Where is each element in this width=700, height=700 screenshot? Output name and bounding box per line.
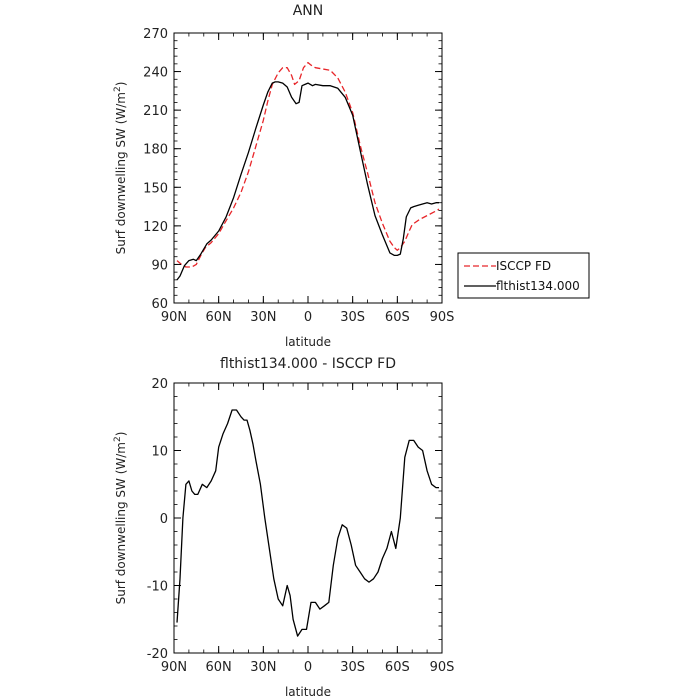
- chart0-series-isccp-fd: [176, 61, 440, 268]
- chart1-x-tick-label: 30S: [340, 660, 365, 675]
- chart0-y-tick-label: 270: [143, 27, 168, 42]
- legend-label-isccp: ISCCP FD: [496, 259, 551, 273]
- legend-box: [457, 252, 590, 299]
- bottom-plot-frame: [173, 382, 443, 654]
- legend-label-model: flthist134.000: [496, 279, 580, 293]
- chart0-x-tick-label: 90S: [430, 310, 455, 325]
- legend: ISCCP FD flthist134.000: [457, 252, 590, 299]
- chart0-y-tick-label: 150: [143, 181, 168, 196]
- chart1-x-tick-label: 90N: [161, 660, 187, 675]
- chart1-y-tick-label: 0: [160, 512, 168, 527]
- bottom-chart-title: flthist134.000 - ISCCP FD: [220, 356, 396, 372]
- chart1-x-tick-label: 90S: [430, 660, 455, 675]
- bottom-x-axis-label: latitude: [285, 685, 331, 699]
- chart0-x-tick-label: 30N: [250, 310, 276, 325]
- chart0-series-flthist134-000: [176, 81, 439, 281]
- chart1-y-tick-label: 20: [151, 377, 168, 392]
- top-chart-title: ANN: [293, 3, 324, 19]
- chart1-series-difference: [176, 409, 439, 637]
- chart0-x-tick-label: 60S: [385, 310, 410, 325]
- bottom-y-axis-label: Surf downwelling SW (W/m2): [113, 432, 128, 605]
- chart0-x-tick-label: 90N: [161, 310, 187, 325]
- top-y-axis-label: Surf downwelling SW (W/m2): [113, 82, 128, 255]
- top-plot-frame: [173, 32, 443, 304]
- chart0-y-tick-label: 90: [151, 258, 168, 273]
- chart1-x-tick-label: 60N: [206, 660, 232, 675]
- chart1-y-tick-label: 10: [151, 445, 168, 460]
- chart0-y-tick-label: 120: [143, 220, 168, 235]
- bottom-panel: flthist134.000 - ISCCP FD -20 -10 0 10 20 90N…: [113, 356, 454, 699]
- chart0-y-tick-label: 180: [143, 143, 168, 158]
- chart1-x-tick-label: 30N: [250, 660, 276, 675]
- chart1-x-tick-label: 60S: [385, 660, 410, 675]
- chart1-x-tick-label: 0: [304, 660, 312, 675]
- top-x-axis-label: latitude: [285, 335, 331, 349]
- chart1-y-tick-label: -20: [147, 647, 168, 662]
- chart0-y-tick-label: 240: [143, 66, 168, 81]
- chart0-y-tick-label: 60: [151, 297, 168, 312]
- top-panel: ANN 60 90 120 150 180 210 240 270 90N 60N 30N 0 30S 6…: [113, 3, 454, 349]
- chart0-x-tick-label: 0: [304, 310, 312, 325]
- chart0-x-tick-label: 60N: [206, 310, 232, 325]
- chart1-y-tick-label: -10: [147, 580, 168, 595]
- chart0-x-tick-label: 30S: [340, 310, 365, 325]
- chart0-y-tick-label: 210: [143, 104, 168, 119]
